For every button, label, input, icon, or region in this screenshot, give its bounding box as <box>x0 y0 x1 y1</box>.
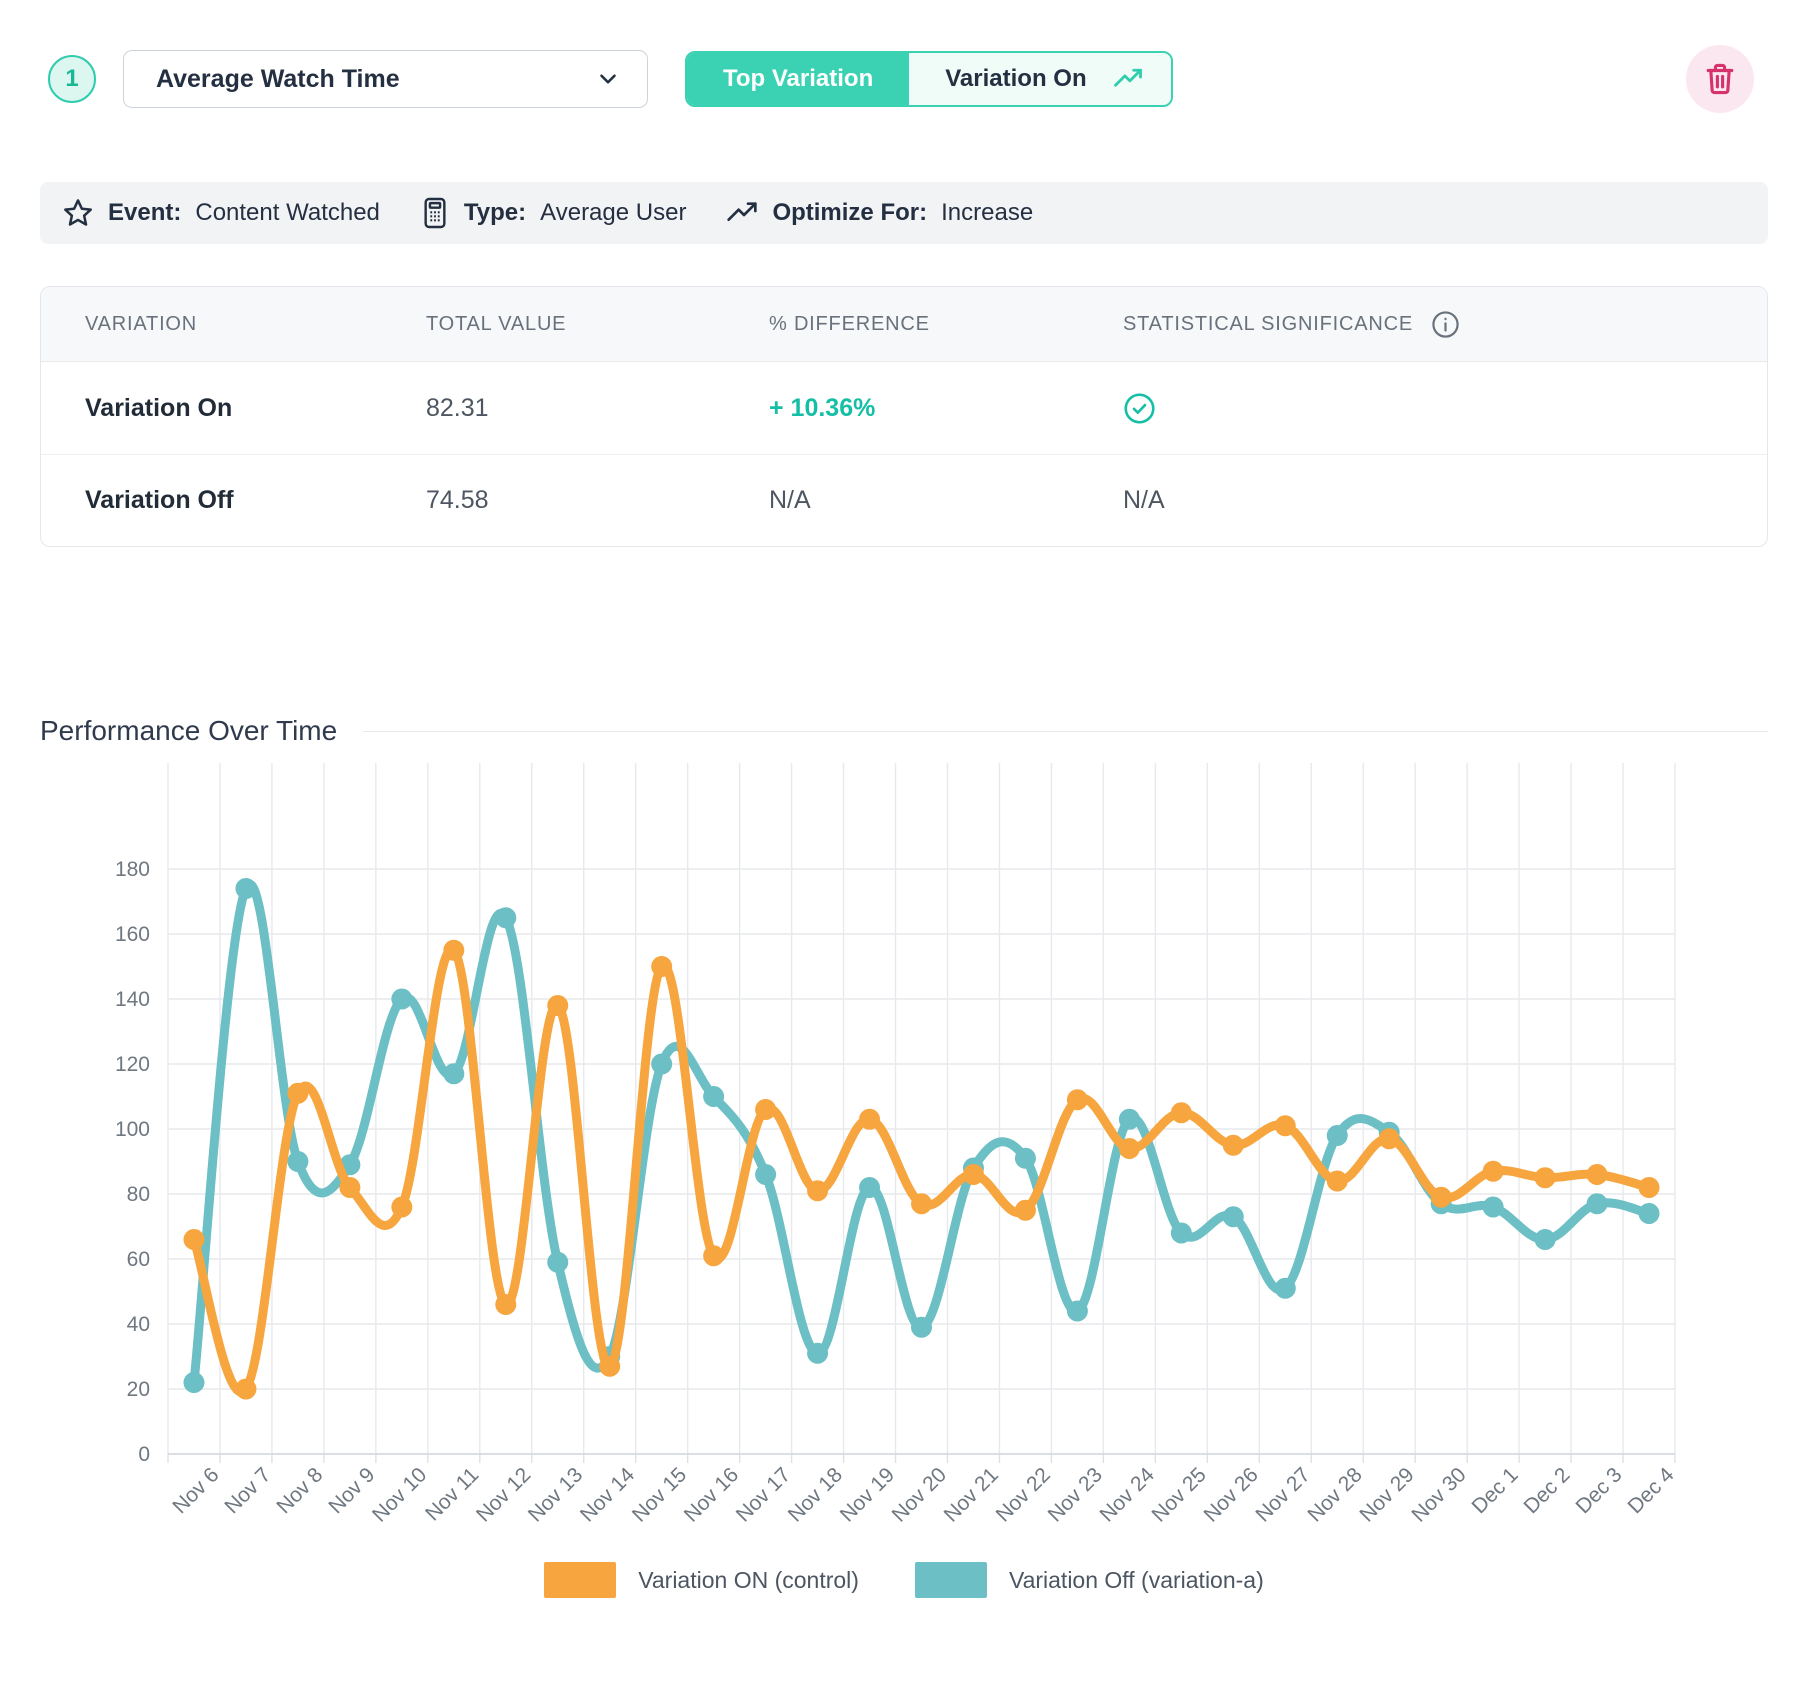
svg-text:Nov 16: Nov 16 <box>680 1463 743 1526</box>
title-divider <box>363 730 1768 732</box>
row-difference: N/A <box>769 486 811 514</box>
svg-text:Nov 13: Nov 13 <box>524 1463 587 1526</box>
col-total-value: TOTAL VALUE <box>426 312 567 335</box>
toggle-variation-on[interactable]: Variation On <box>909 53 1171 105</box>
svg-text:Nov 10: Nov 10 <box>368 1463 431 1526</box>
legend-label: Variation ON (control) <box>638 1566 859 1593</box>
svg-text:Nov 21: Nov 21 <box>940 1463 1003 1526</box>
svg-text:Nov 30: Nov 30 <box>1407 1463 1470 1526</box>
meta-type-value: Average User <box>540 199 687 226</box>
meta-event: Event: Content Watched <box>62 197 380 229</box>
calculator-icon <box>420 197 450 229</box>
svg-text:Dec 3: Dec 3 <box>1572 1463 1627 1518</box>
performance-chart: 0 20 40 60 80 100 120 140 160 180 Nov 6 Nov 7 Nov 8 N… <box>40 753 1768 1598</box>
row-total-value: 74.58 <box>426 486 489 514</box>
table-row: Variation On 82.31 + 10.36% <box>41 362 1767 454</box>
variation-toggle: Top Variation Variation On <box>685 51 1173 107</box>
svg-text:Nov 29: Nov 29 <box>1355 1463 1418 1526</box>
meta-type: Type: Average User <box>420 197 687 229</box>
row-total-value: 82.31 <box>426 393 489 422</box>
legend-label: Variation Off (variation-a) <box>1008 1566 1264 1593</box>
row-variation-name: Variation Off <box>85 486 234 514</box>
svg-text:160: 160 <box>115 923 150 946</box>
svg-text:Nov 24: Nov 24 <box>1096 1463 1160 1527</box>
variation-results-table: VARIATION TOTAL VALUE % DIFFERENCE STATI… <box>40 286 1768 547</box>
svg-text:Nov 27: Nov 27 <box>1251 1463 1314 1526</box>
metric-dropdown[interactable]: Average Watch Time <box>123 50 648 108</box>
star-icon <box>62 197 94 229</box>
metric-dropdown-value: Average Watch Time <box>156 64 400 93</box>
svg-text:80: 80 <box>127 1183 150 1206</box>
svg-text:Dec 4: Dec 4 <box>1623 1463 1678 1518</box>
toggle-top-variation[interactable]: Top Variation <box>687 53 910 105</box>
legend-item-variation-on[interactable]: Variation ON (control) <box>544 1562 859 1598</box>
chart-title: Performance Over Time <box>40 715 338 746</box>
svg-text:Nov 26: Nov 26 <box>1199 1463 1262 1526</box>
trend-up-icon <box>1113 64 1143 94</box>
meta-event-value: Content Watched <box>195 199 380 226</box>
svg-text:Dec 2: Dec 2 <box>1520 1463 1575 1518</box>
col-difference: % DIFFERENCE <box>769 312 930 335</box>
svg-text:Nov 23: Nov 23 <box>1044 1463 1107 1526</box>
svg-text:Dec 1: Dec 1 <box>1468 1463 1523 1518</box>
row-variation-name: Variation On <box>85 393 233 422</box>
svg-text:140: 140 <box>115 988 150 1011</box>
svg-text:Nov 28: Nov 28 <box>1303 1463 1366 1526</box>
svg-text:Nov 22: Nov 22 <box>992 1463 1055 1526</box>
meta-optimize-label: Optimize For: <box>772 199 928 226</box>
chart-legend: Variation ON (control) Variation Off (va… <box>40 1562 1768 1598</box>
metric-meta-bar: Event: Content Watched Type: Average Use… <box>40 182 1768 244</box>
svg-text:Nov 12: Nov 12 <box>472 1463 535 1526</box>
meta-type-label: Type: <box>463 199 527 226</box>
svg-text:100: 100 <box>115 1118 150 1141</box>
table-header-row: VARIATION TOTAL VALUE % DIFFERENCE STATI… <box>41 287 1767 362</box>
svg-text:Nov 8: Nov 8 <box>272 1463 327 1518</box>
svg-text:0: 0 <box>138 1443 150 1466</box>
chevron-down-icon <box>595 66 621 92</box>
check-circle-icon <box>1123 392 1156 425</box>
toggle-variation-on-label: Variation On <box>945 65 1087 92</box>
info-icon[interactable] <box>1431 310 1460 339</box>
meta-optimize-value: Increase <box>941 199 1034 226</box>
col-variation: VARIATION <box>85 312 198 335</box>
svg-text:40: 40 <box>127 1313 150 1336</box>
trend-up-icon <box>726 197 758 229</box>
trash-icon <box>1704 62 1736 96</box>
svg-text:180: 180 <box>115 858 150 881</box>
svg-text:Nov 25: Nov 25 <box>1148 1463 1211 1526</box>
meta-event-label: Event: <box>108 199 182 226</box>
step-number: 1 <box>65 65 79 92</box>
metric-control-row: 1 Average Watch Time Top Variation Varia… <box>40 45 1768 113</box>
chart-title-row: Performance Over Time <box>40 715 1768 747</box>
legend-swatch <box>544 1562 617 1598</box>
legend-item-variation-off[interactable]: Variation Off (variation-a) <box>914 1562 1264 1598</box>
svg-text:Nov 18: Nov 18 <box>784 1463 847 1526</box>
row-difference: + 10.36% <box>769 393 876 422</box>
legend-swatch <box>914 1562 987 1598</box>
svg-text:Nov 15: Nov 15 <box>628 1463 691 1526</box>
svg-text:20: 20 <box>127 1378 150 1401</box>
col-significance: STATISTICAL SIGNIFICANCE <box>1079 310 1767 339</box>
svg-text:120: 120 <box>115 1053 150 1076</box>
svg-text:Nov 20: Nov 20 <box>888 1463 951 1526</box>
toggle-top-variation-label: Top Variation <box>723 65 874 92</box>
row-significance <box>1079 392 1767 425</box>
svg-text:60: 60 <box>127 1248 150 1271</box>
meta-optimize: Optimize For: Increase <box>726 197 1033 229</box>
delete-metric-button[interactable] <box>1686 45 1754 113</box>
svg-text:Nov 14: Nov 14 <box>576 1463 640 1527</box>
table-row: Variation Off 74.58 N/A N/A <box>41 454 1767 546</box>
svg-text:Nov 7: Nov 7 <box>220 1463 275 1518</box>
svg-text:Nov 19: Nov 19 <box>836 1463 899 1526</box>
svg-text:Nov 11: Nov 11 <box>421 1463 483 1525</box>
row-significance: N/A <box>1123 486 1165 514</box>
step-number-badge: 1 <box>48 55 96 103</box>
svg-text:Nov 6: Nov 6 <box>168 1463 223 1518</box>
svg-text:Nov 17: Nov 17 <box>732 1463 795 1526</box>
